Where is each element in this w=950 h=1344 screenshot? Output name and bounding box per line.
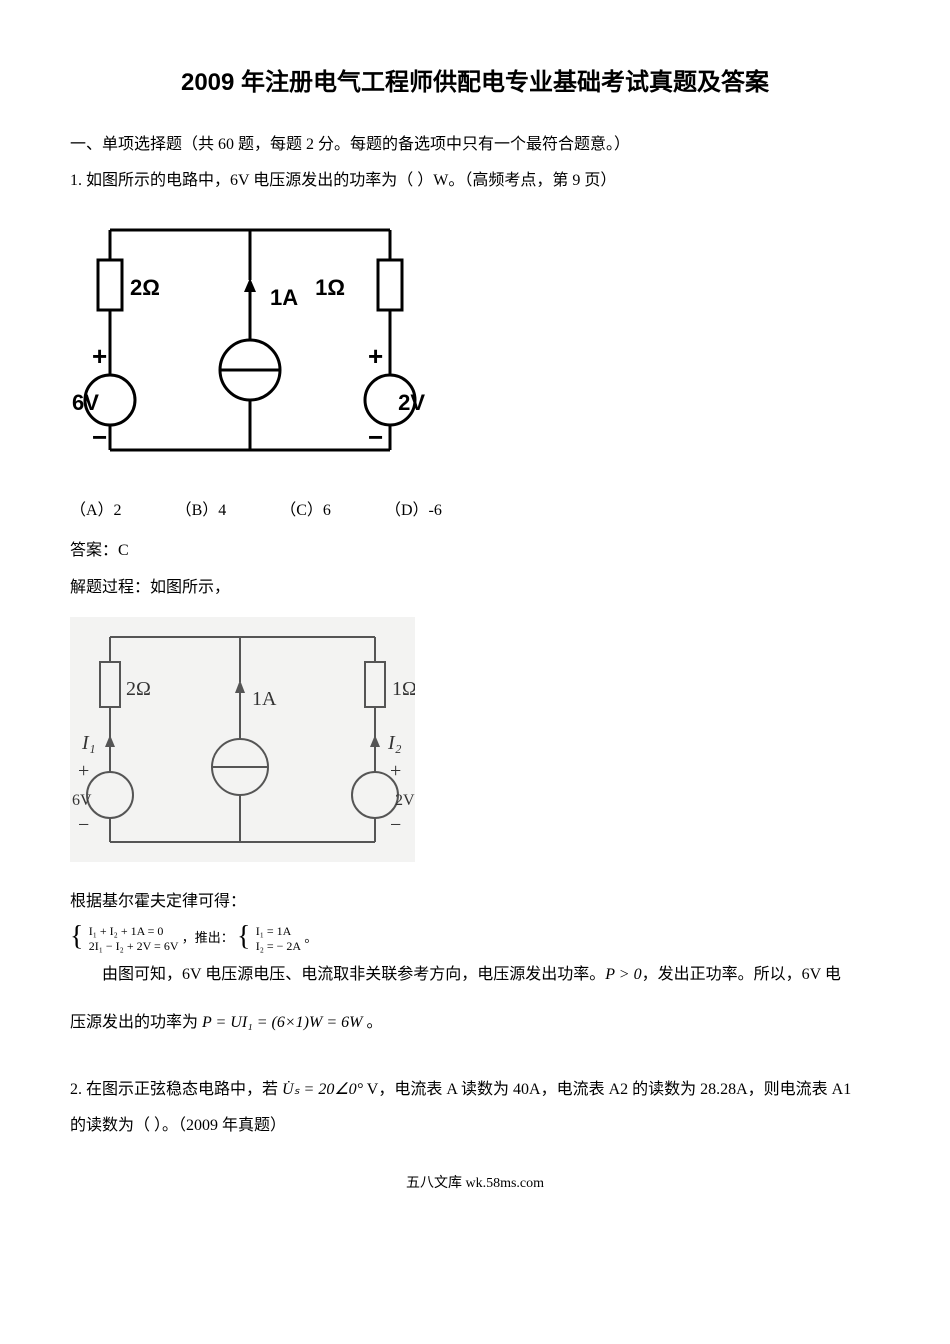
q1-options: （A）2 （B）4 （C）6 （D）-6 bbox=[70, 496, 880, 526]
d2-i1: I₁ bbox=[81, 732, 96, 754]
q1-option-d: （D）-6 bbox=[385, 496, 442, 526]
q1-circuit-diagram-1: 2Ω 1Ω 1A + 6V − + 2V − bbox=[70, 210, 880, 481]
d1-i-src: 1A bbox=[270, 285, 298, 310]
d2-v-left: 6V bbox=[72, 792, 92, 809]
q1-explain-1b: P > 0 bbox=[605, 966, 641, 983]
q2-stem-u: U̇ₛ = 20∠0° bbox=[282, 1081, 363, 1098]
q2-stem-b: V，电流表 A 读数为 40A，电流表 A2 的读数为 28.28A，则电流表 … bbox=[363, 1081, 851, 1098]
d1-v-right: 2V bbox=[398, 390, 425, 415]
q1-explain-2: 压源发出的功率为 P = UI₁ = (6×1)W = 6W 。 bbox=[70, 1008, 880, 1038]
d2-i2: I₂ bbox=[387, 732, 402, 754]
d2-v-right: 2V bbox=[395, 792, 415, 809]
q1-explain-1c: ，发出正功率。所以，6V 电 bbox=[642, 966, 841, 983]
d2-r-left: 2Ω bbox=[126, 678, 151, 700]
q1-answer: 答案：C bbox=[70, 536, 880, 566]
q1-explain-2a: 压源发出的功率为 bbox=[70, 1014, 202, 1031]
d2-minus-right: − bbox=[390, 814, 401, 836]
q1-option-a: （A）2 bbox=[70, 496, 122, 526]
q1-circuit-diagram-2: 2Ω 1Ω 1A I₁ I₂ + 6V − + 2V − bbox=[70, 617, 880, 873]
d2-plus-left: + bbox=[78, 760, 89, 782]
q1-solution-label: 解题过程：如图所示， bbox=[70, 573, 880, 603]
q1-stem: 1. 如图所示的电路中，6V 电压源发出的功率为（ ）W。（高频考点，第 9 页… bbox=[70, 166, 880, 196]
d2-minus-left: − bbox=[78, 814, 89, 836]
d2-r-right: 1Ω bbox=[392, 678, 415, 700]
q1-explain-1: 由图可知，6V 电压源电压、电流取非关联参考方向，电压源发出功率。P > 0，发… bbox=[70, 960, 880, 990]
d1-plus-left: + bbox=[92, 341, 107, 371]
eq-end: 。 bbox=[304, 930, 317, 945]
d1-minus-right: − bbox=[368, 422, 383, 452]
eq-mid: ，推出： bbox=[182, 930, 234, 945]
q1-explain-2b: P = UI₁ = (6×1)W = 6W bbox=[202, 1014, 362, 1031]
d1-minus-left: − bbox=[92, 422, 107, 452]
d1-r-left: 2Ω bbox=[130, 275, 160, 300]
brace-icon: { bbox=[237, 930, 250, 944]
d2-plus-right: + bbox=[390, 760, 401, 782]
q2-stem-line1: 2. 在图示正弦稳态电路中，若 U̇ₛ = 20∠0° V，电流表 A 读数为 … bbox=[70, 1075, 880, 1105]
section-intro: 一、单项选择题（共 60 题，每题 2 分。每题的备选项中只有一个最符合题意。） bbox=[70, 130, 880, 160]
page-footer: 五八文库 wk.58ms.com bbox=[70, 1171, 880, 1198]
d1-plus-right: + bbox=[368, 341, 383, 371]
brace-icon: { bbox=[70, 930, 83, 944]
page-title: 2009 年注册电气工程师供配电专业基础考试真题及答案 bbox=[70, 60, 880, 106]
q1-equations: { I₁ + I₂ + 1A = 0 2I₁ − I₂ + 2V = 6V ，推… bbox=[70, 924, 880, 954]
q1-option-c: （C）6 bbox=[280, 496, 331, 526]
eq2-bot: I₂ = − 2A bbox=[256, 939, 301, 954]
q2-stem-line2: 的读数为（ ）。（2009 年真题） bbox=[70, 1111, 880, 1141]
q1-explain-2c: 。 bbox=[362, 1014, 382, 1031]
d1-v-left: 6V bbox=[72, 390, 99, 415]
q1-explain-1a: 由图可知，6V 电压源电压、电流取非关联参考方向，电压源发出功率。 bbox=[102, 966, 605, 983]
d2-i-src: 1A bbox=[252, 688, 277, 710]
q1-kirchhoff-label: 根据基尔霍夫定律可得： bbox=[70, 887, 880, 917]
eq1-top: I₁ + I₂ + 1A = 0 bbox=[89, 924, 179, 939]
eq1-bot: 2I₁ − I₂ + 2V = 6V bbox=[89, 939, 179, 954]
q1-option-b: （B）4 bbox=[176, 496, 227, 526]
q2-stem-a: 2. 在图示正弦稳态电路中，若 bbox=[70, 1081, 282, 1098]
eq2-top: I₁ = 1A bbox=[256, 924, 301, 939]
d1-r-right: 1Ω bbox=[315, 275, 345, 300]
